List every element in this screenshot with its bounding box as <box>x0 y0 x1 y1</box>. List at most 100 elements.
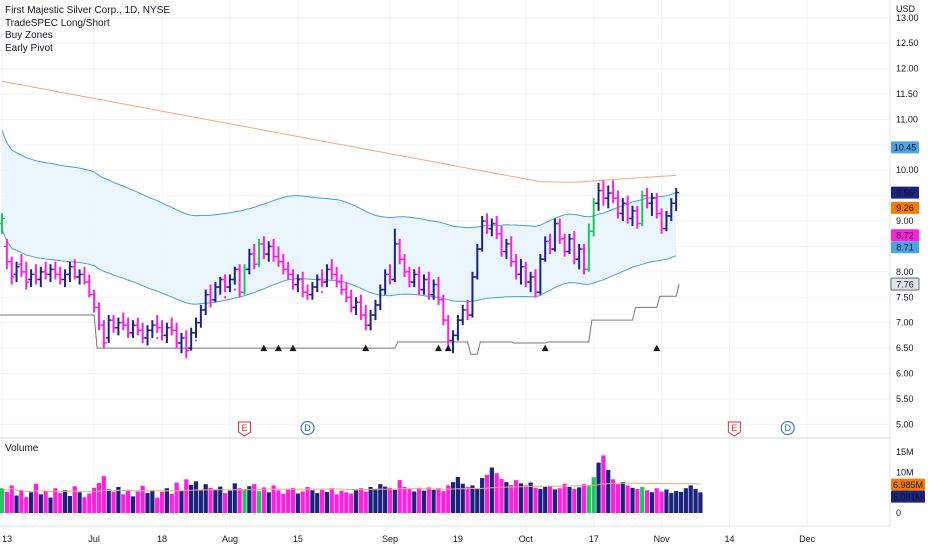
pivot-triangle-icon <box>653 344 661 352</box>
pivot-dot <box>194 339 198 342</box>
volume-bar <box>310 490 315 513</box>
volume-bar <box>189 484 194 513</box>
volume-bar <box>417 487 422 513</box>
price-label-text: 10.45 <box>894 143 917 153</box>
volume-bar <box>441 491 446 513</box>
volume-bar <box>116 487 121 513</box>
symbol-title[interactable]: First Majestic Silver Corp., 1D, NYSE <box>5 5 171 16</box>
volume-bar <box>358 488 363 513</box>
volume-pane-title[interactable]: Volume <box>5 443 39 454</box>
earnings-badge-label: E <box>241 423 247 433</box>
volume-bar <box>135 491 140 513</box>
ohlc-bar <box>183 330 190 359</box>
time-tick-label: 14 <box>724 534 734 544</box>
price-label-box <box>891 141 919 154</box>
volume-bar <box>334 494 339 513</box>
volume-bar <box>164 488 169 513</box>
volume-bar <box>659 491 664 513</box>
volume-bar <box>431 489 436 513</box>
volume-bar <box>625 485 630 513</box>
indicator-tradespec[interactable]: TradeSPEC Long/Short <box>5 17 110 29</box>
volume-bar <box>203 484 208 513</box>
time-axis[interactable]: 13 Jul 18 Aug 15 Sep 19 Oct 17 Nov 14 Dec <box>2 534 816 544</box>
volume-bar <box>615 484 621 513</box>
volume-bar <box>24 497 29 513</box>
volume-bar <box>547 485 553 513</box>
earnings-badge-label: E <box>731 423 737 433</box>
volume-bar <box>208 487 213 513</box>
indicator-buy-zones[interactable]: Buy Zones <box>5 30 53 41</box>
pivot-triangle-icon <box>362 344 370 352</box>
price-label-text: 7.76 <box>896 279 914 289</box>
ohlc-bar <box>673 188 680 211</box>
volume-bar <box>649 492 654 513</box>
price-label-box <box>890 277 920 291</box>
long-moving-average-line <box>1 80 677 183</box>
volume-bar <box>305 487 310 513</box>
volume-bar <box>494 473 499 513</box>
chart-legend[interactable]: First Majestic Silver Corp., 1D, NYSE Tr… <box>5 5 170 55</box>
volume-bar <box>538 489 543 513</box>
volume-bar <box>518 483 524 513</box>
volume-bar <box>533 487 538 513</box>
price-label-text: 8.72 <box>896 230 914 240</box>
volume-bar <box>232 483 237 513</box>
volume-bar <box>193 481 199 513</box>
time-tick-label: Oct <box>519 534 534 544</box>
pivot-triangle-icon <box>289 344 297 352</box>
price-tick-label: 7.00 <box>896 318 914 328</box>
currency-label: USD <box>896 4 916 14</box>
pivot-triangle-icon <box>260 344 268 352</box>
early-pivot-dots <box>156 288 324 342</box>
price-label-box <box>891 241 919 254</box>
pivot-dot <box>321 291 324 294</box>
volume-bar <box>480 478 485 513</box>
volume-bar <box>48 497 53 513</box>
volume-bar <box>271 485 276 513</box>
volume-bar <box>484 474 490 513</box>
volume-bar <box>53 488 58 513</box>
time-tick-label: 17 <box>589 534 599 544</box>
volume-ma-label: 6.985M <box>893 480 923 490</box>
volume-bar <box>87 493 92 513</box>
volume-bar <box>247 486 252 513</box>
volume-bar <box>475 489 480 513</box>
volume-bar <box>514 480 519 513</box>
pivot-markers <box>260 344 661 352</box>
price-label-stop: 7.76 <box>890 277 920 291</box>
volume-bar <box>329 488 334 513</box>
indicator-early-pivot[interactable]: Early Pivot <box>5 42 53 54</box>
volume-bar <box>281 493 286 513</box>
volume-bar <box>82 497 87 513</box>
volume-bar <box>698 492 703 513</box>
volume-bar <box>130 496 136 513</box>
volume-bar <box>72 486 77 513</box>
volume-bar <box>276 490 281 513</box>
volume-bar <box>227 490 233 513</box>
volume-bar <box>324 491 330 513</box>
volume-bar <box>92 487 97 513</box>
pivot-triangle-icon <box>541 344 549 352</box>
volume-bar <box>455 476 460 513</box>
volume-bar <box>286 489 291 513</box>
volume-bar <box>101 476 106 513</box>
volume-bar <box>674 491 679 513</box>
price-tick-label: 12.00 <box>896 64 919 74</box>
volume-bar <box>218 486 223 513</box>
volume-bar <box>426 487 431 513</box>
volume-bar <box>407 489 412 513</box>
volume-bar <box>353 490 359 513</box>
volume-bar <box>465 487 470 513</box>
volume-bar <box>688 485 693 513</box>
volume-tick-label: 10M <box>896 467 914 477</box>
time-tick-label: 19 <box>453 534 463 544</box>
volume-bar <box>62 490 68 513</box>
price-tick-label: 5.50 <box>896 394 914 404</box>
volume-bar <box>29 492 34 513</box>
time-tick-label: 18 <box>157 534 167 544</box>
volume-bar <box>169 493 174 513</box>
pivot-dot <box>224 296 227 299</box>
volume-bar <box>499 478 504 513</box>
